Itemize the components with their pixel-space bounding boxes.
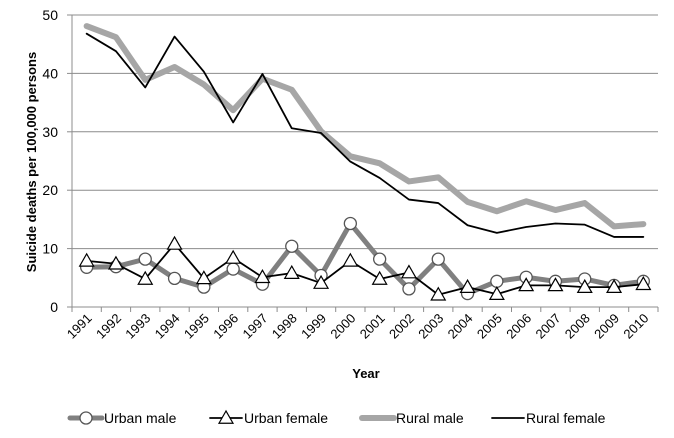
data-point-urban-male <box>226 262 240 276</box>
data-point-urban-female <box>371 270 388 285</box>
legend-marker <box>79 411 93 425</box>
series-urban-female <box>78 235 652 301</box>
x-tick-label: 2010 <box>620 311 651 342</box>
x-tick-label: 1992 <box>93 311 124 342</box>
data-point-urban-female <box>225 249 242 264</box>
data-point-urban-female <box>313 274 330 289</box>
x-tick-label: 2008 <box>562 311 593 342</box>
x-tick-label: 2003 <box>415 311 446 342</box>
data-point-urban-female <box>107 255 124 270</box>
x-tick-label: 2002 <box>386 311 417 342</box>
data-point-urban-female <box>342 252 359 267</box>
legend-item-rural-female: Rural female <box>491 410 606 426</box>
y-tick-labels: 0 10 20 30 40 50 <box>42 7 58 315</box>
data-point-urban-female <box>254 269 271 284</box>
axes <box>67 14 659 312</box>
data-point-urban-female <box>606 278 623 293</box>
series-rural-female <box>85 32 645 238</box>
x-tick-labels: 1991199219931994199519961997199819992000… <box>64 311 652 342</box>
x-axis-title: Year <box>352 366 379 381</box>
y-tick-label: 0 <box>50 299 58 315</box>
data-point-urban-male <box>490 274 504 288</box>
x-tick-label: 1995 <box>181 311 212 342</box>
data-point-urban-male <box>431 252 445 266</box>
legend-label: Urban male <box>104 410 177 426</box>
series-urban-male <box>80 216 650 301</box>
x-tick-label: 1991 <box>64 311 95 342</box>
legend: Urban male Urban female Rural male Rural fe… <box>67 409 606 426</box>
series-group <box>78 23 652 301</box>
x-tick-label: 1998 <box>269 311 300 342</box>
data-point-urban-male <box>372 252 387 266</box>
x-tick-label: 2000 <box>327 311 358 342</box>
data-point-urban-male <box>343 216 358 231</box>
legend-label: Urban female <box>244 410 328 426</box>
data-point-urban-male <box>402 282 416 296</box>
legend-item-urban-female: Urban female <box>209 409 328 426</box>
data-point-urban-female <box>635 276 652 291</box>
series-line-rural-female <box>85 32 645 238</box>
x-tick-label: 2006 <box>503 311 534 342</box>
series-line-rural-male <box>83 23 647 230</box>
y-tick-label: 20 <box>42 182 58 198</box>
data-point-urban-female <box>430 286 447 301</box>
data-point-urban-male <box>167 271 182 286</box>
data-point-urban-female <box>283 264 300 279</box>
y-tick-label: 50 <box>42 7 58 23</box>
x-tick-label: 1993 <box>122 311 153 342</box>
legend-marker <box>217 409 235 424</box>
data-point-urban-female <box>488 285 505 301</box>
x-tick-label: 1997 <box>240 311 271 342</box>
y-axis-title: Suicide deaths per 100,000 persons <box>24 52 39 272</box>
x-tick-label: 1996 <box>210 311 241 342</box>
data-point-urban-female <box>547 277 564 292</box>
legend-label: Rural female <box>526 410 606 426</box>
data-point-urban-male <box>285 239 299 253</box>
data-point-urban-female <box>400 264 417 279</box>
data-point-urban-female <box>459 278 476 293</box>
legend-item-urban-male: Urban male <box>67 410 177 426</box>
y-tick-label: 30 <box>42 124 58 140</box>
data-point-urban-female <box>576 278 593 293</box>
data-point-urban-female <box>137 270 154 285</box>
x-tick-label: 2005 <box>474 311 505 342</box>
data-point-urban-male <box>138 252 152 266</box>
x-tick-label: 2001 <box>357 311 388 342</box>
x-tick-label: 1994 <box>152 311 183 342</box>
x-tick-label: 1999 <box>298 311 329 342</box>
y-tick-label: 40 <box>42 65 58 81</box>
legend-item-rural-male: Rural male <box>359 410 464 426</box>
data-point-urban-female <box>166 235 183 250</box>
x-tick-label: 2007 <box>533 311 564 342</box>
data-point-urban-female <box>78 252 95 267</box>
gridlines <box>72 14 658 250</box>
series-rural-male <box>83 23 647 230</box>
x-tick-label: 2004 <box>445 311 476 342</box>
x-tick-label: 2009 <box>591 311 622 342</box>
legend-label: Rural male <box>396 410 464 426</box>
data-point-urban-female <box>195 270 212 285</box>
y-tick-label: 10 <box>42 241 58 257</box>
data-point-urban-female <box>518 277 535 292</box>
